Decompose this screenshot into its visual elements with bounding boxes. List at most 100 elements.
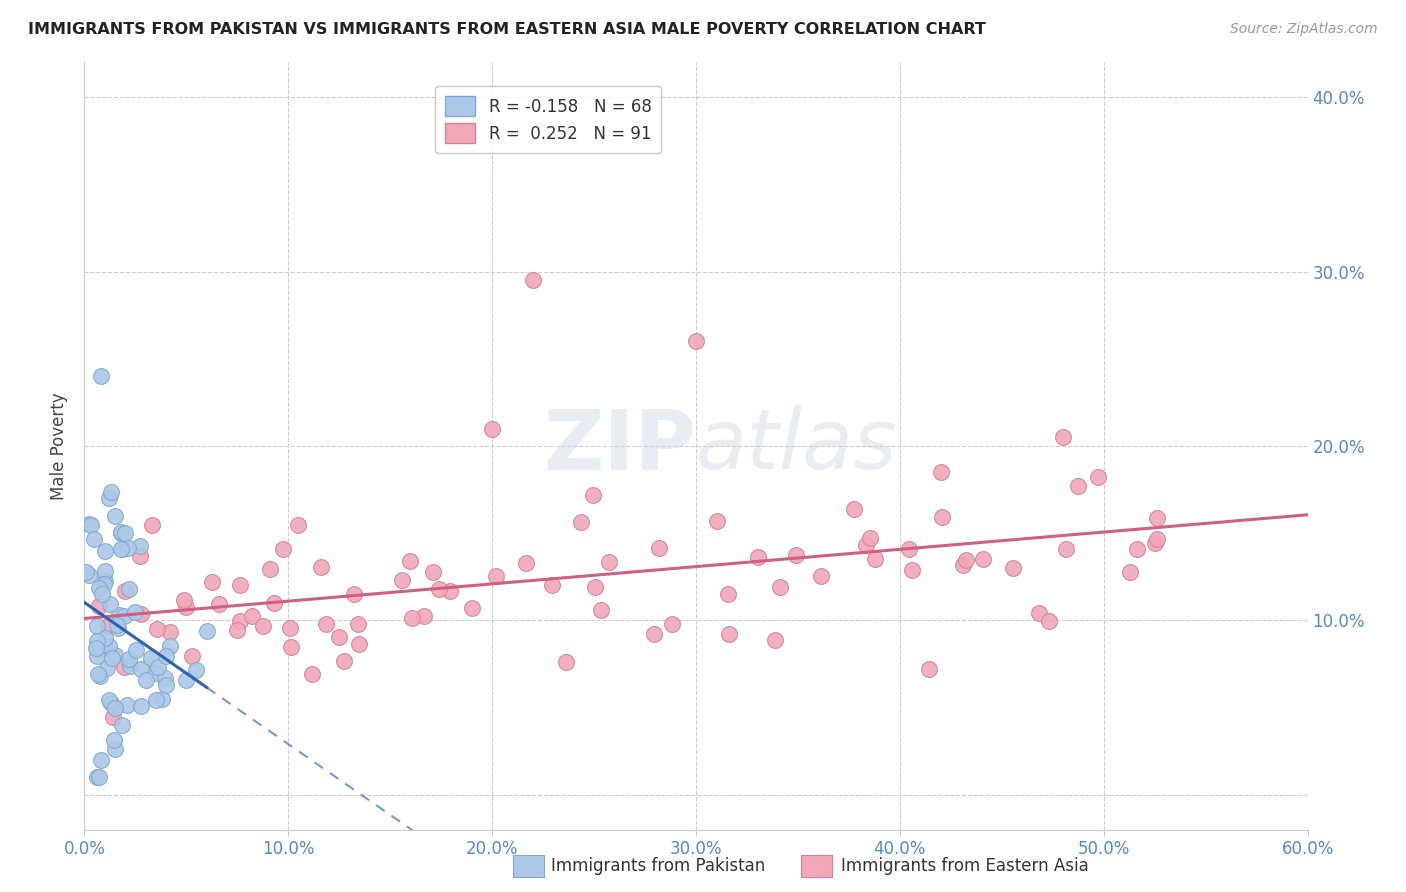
- Point: [129, 662, 152, 676]
- Point: [145, 693, 167, 707]
- Point: [785, 548, 807, 562]
- Point: [278, 621, 301, 635]
- Point: [87, 770, 110, 784]
- Point: [159, 640, 181, 654]
- Point: [287, 517, 309, 532]
- Point: [263, 596, 285, 610]
- Point: [117, 652, 139, 666]
- Point: [176, 600, 198, 615]
- Point: [75, 565, 97, 579]
- Point: [648, 541, 671, 555]
- Point: [97, 640, 120, 654]
- Point: [952, 558, 974, 572]
- Point: [143, 666, 166, 681]
- Point: [1144, 536, 1167, 550]
- Point: [717, 627, 740, 641]
- Point: [86, 649, 108, 664]
- Point: [112, 660, 135, 674]
- Point: [769, 580, 792, 594]
- Point: [84, 641, 107, 656]
- Point: [328, 630, 350, 644]
- Point: [112, 609, 135, 624]
- Point: [173, 592, 195, 607]
- Point: [439, 584, 461, 599]
- Point: [225, 623, 247, 637]
- Point: [661, 617, 683, 632]
- Point: [242, 609, 264, 624]
- Point: [591, 603, 613, 617]
- Point: [208, 597, 231, 611]
- Point: [343, 586, 366, 600]
- Point: [427, 582, 450, 597]
- Point: [104, 701, 127, 715]
- Point: [87, 581, 110, 595]
- Point: [87, 666, 110, 681]
- Text: Immigrants from Pakistan: Immigrants from Pakistan: [551, 857, 765, 875]
- Point: [315, 617, 337, 632]
- Point: [422, 565, 444, 579]
- Point: [1126, 541, 1149, 556]
- Legend: R = -0.158   N = 68, R =  0.252   N = 91: R = -0.158 N = 68, R = 0.252 N = 91: [436, 87, 661, 153]
- Point: [93, 543, 115, 558]
- Point: [583, 580, 606, 594]
- Point: [124, 643, 146, 657]
- Point: [481, 421, 503, 435]
- Point: [89, 599, 111, 614]
- Point: [159, 624, 181, 639]
- Point: [83, 532, 105, 546]
- Point: [117, 541, 139, 556]
- Point: [107, 607, 129, 622]
- Point: [155, 678, 177, 692]
- Point: [855, 538, 877, 552]
- Point: [901, 563, 924, 577]
- Point: [97, 619, 120, 633]
- Point: [347, 616, 370, 631]
- Point: [810, 569, 832, 583]
- Point: [1054, 542, 1077, 557]
- Point: [145, 622, 167, 636]
- Point: [104, 508, 127, 523]
- Point: [859, 531, 882, 545]
- Point: [582, 488, 605, 502]
- Point: [898, 542, 921, 557]
- Point: [110, 718, 132, 732]
- Point: [141, 518, 163, 533]
- Point: [1087, 470, 1109, 484]
- Point: [104, 648, 127, 662]
- Point: [129, 699, 152, 714]
- Point: [301, 667, 323, 681]
- Point: [111, 542, 134, 557]
- Point: [80, 517, 103, 532]
- Point: [1052, 430, 1074, 444]
- Point: [399, 554, 422, 568]
- Point: [643, 627, 665, 641]
- Point: [259, 562, 281, 576]
- Point: [1001, 560, 1024, 574]
- Point: [94, 631, 117, 645]
- Point: [485, 569, 508, 583]
- Point: [522, 273, 544, 287]
- Point: [98, 693, 121, 707]
- Point: [569, 515, 592, 529]
- Point: [98, 597, 121, 611]
- Point: [201, 575, 224, 590]
- Point: [186, 663, 208, 677]
- Point: [90, 753, 112, 767]
- Point: [91, 587, 114, 601]
- Point: [1118, 565, 1140, 579]
- Point: [89, 641, 111, 656]
- Point: [311, 560, 333, 574]
- Point: [717, 587, 740, 601]
- Point: [1146, 510, 1168, 524]
- Point: [347, 637, 370, 651]
- Point: [128, 539, 150, 553]
- Point: [541, 578, 564, 592]
- Point: [103, 710, 125, 724]
- Point: [97, 491, 120, 506]
- Point: [107, 617, 129, 632]
- Point: [93, 639, 115, 653]
- Point: [195, 624, 218, 638]
- Point: [114, 525, 136, 540]
- Text: ZIP: ZIP: [544, 406, 696, 486]
- Point: [94, 564, 117, 578]
